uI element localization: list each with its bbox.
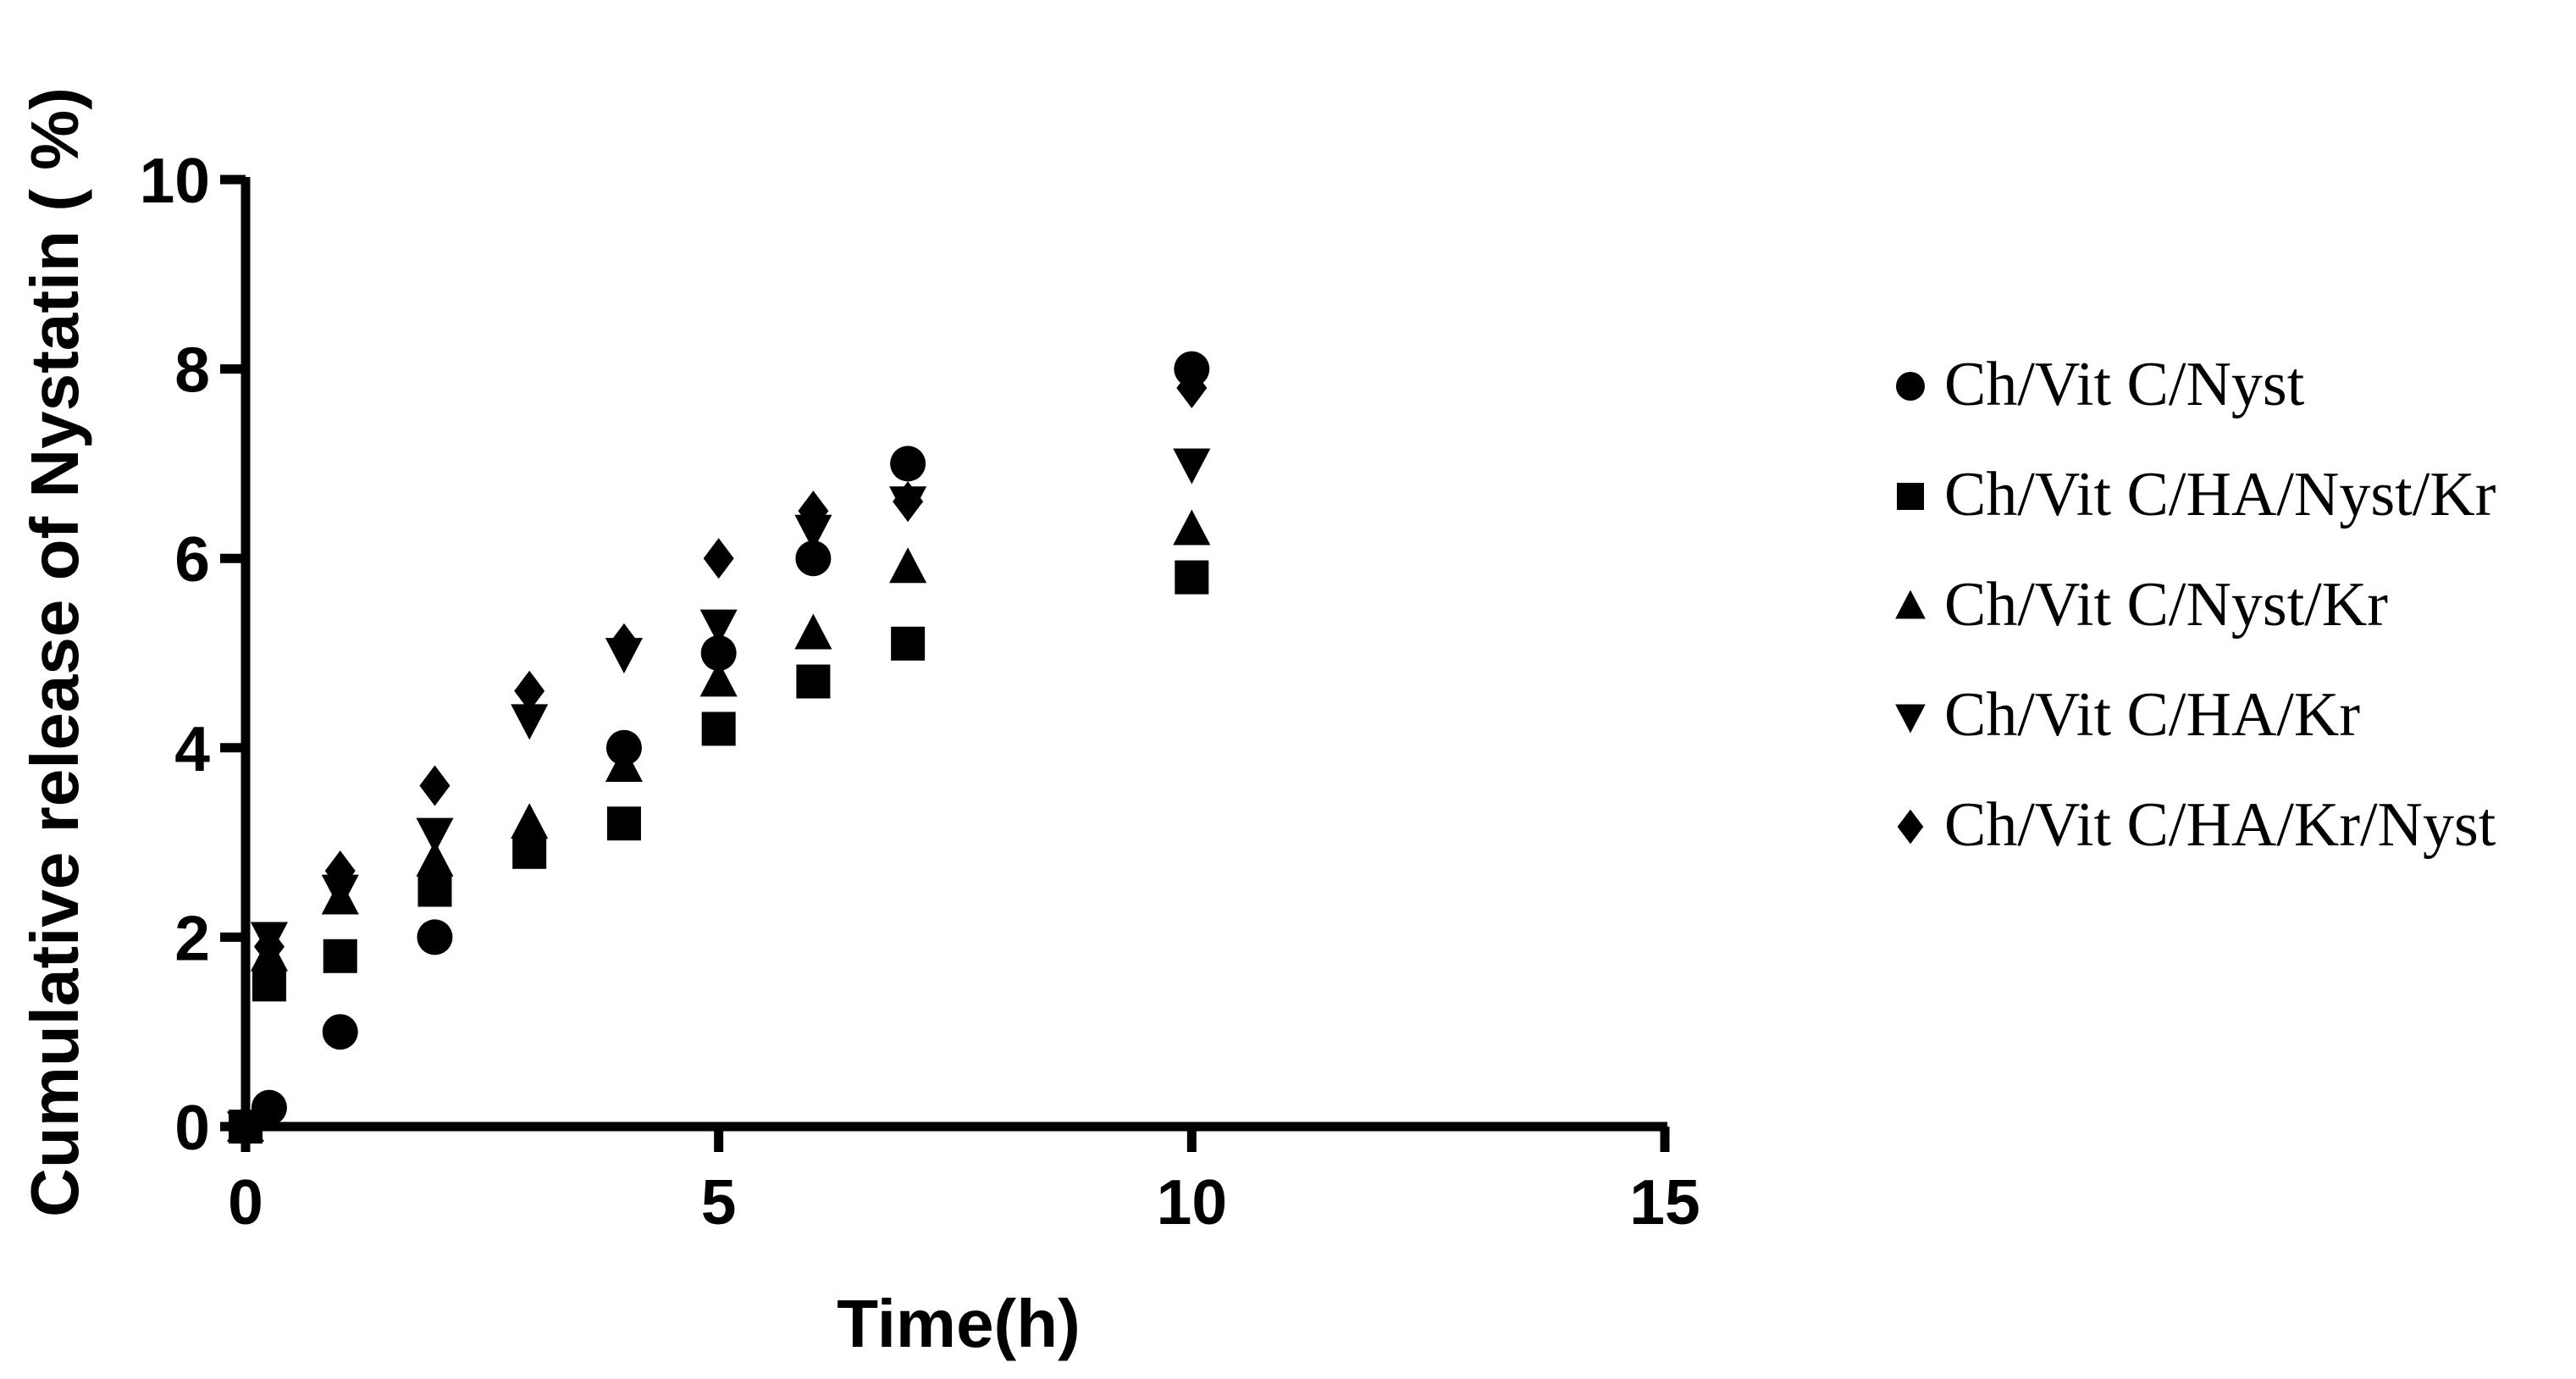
legend-entry: Ch/Vit C/Nyst	[1896, 350, 2305, 419]
legend-marker	[1897, 809, 1924, 845]
data-point	[701, 712, 736, 746]
y-axis-title: Cumulative release of Nystatin ( %)	[17, 87, 92, 1217]
data-point	[322, 1014, 358, 1050]
y-tick-label: 6	[174, 523, 210, 595]
x-tick-label: 0	[228, 1166, 263, 1238]
legend-entry: Ch/Vit C/HA/Kr	[1895, 680, 2360, 750]
data-point	[321, 874, 359, 911]
data-point	[700, 635, 737, 671]
legend-entry: Ch/Vit C/HA/Nyst/Kr	[1897, 460, 2496, 529]
data-point	[794, 613, 832, 650]
legend-label: Ch/Vit C/HA/Kr	[1944, 680, 2360, 750]
legend-label: Ch/Vit C/HA/Kr/Nyst	[1944, 790, 2496, 860]
series-Ch/Vit C/HA/Kr/Nyst	[230, 367, 1208, 1147]
data-point	[323, 939, 357, 973]
legend-entry: Ch/Vit C/HA/Kr/Nyst	[1897, 790, 2496, 860]
legend-label: Ch/Vit C/Nyst/Kr	[1944, 570, 2388, 640]
x-tick-label: 15	[1629, 1166, 1700, 1238]
data-point	[417, 919, 453, 955]
x-tick-label: 5	[701, 1166, 737, 1238]
data-point	[416, 840, 454, 877]
data-point	[889, 547, 927, 584]
series-Ch/Vit C/Nyst	[228, 351, 1210, 1144]
data-point	[416, 817, 454, 854]
data-point	[605, 746, 643, 783]
legend-label: Ch/Vit C/Nyst	[1944, 350, 2305, 419]
data-point	[419, 765, 451, 806]
data-point	[795, 540, 832, 577]
x-axis-title: Time(h)	[837, 1286, 1080, 1361]
data-point	[608, 623, 639, 664]
data-point	[1176, 367, 1208, 408]
legend-marker	[1895, 590, 1926, 619]
series-Ch/Vit C/Nyst/Kr	[226, 509, 1211, 1142]
data-point	[699, 609, 738, 645]
y-tick-label: 10	[140, 145, 210, 216]
legend-marker	[1897, 483, 1924, 510]
data-point	[794, 514, 832, 551]
legend-entry: Ch/Vit C/Nyst/Kr	[1895, 570, 2388, 640]
data-point	[512, 834, 547, 869]
data-markers	[226, 351, 1211, 1148]
data-point	[1175, 560, 1209, 595]
data-point	[514, 670, 545, 712]
data-point	[252, 967, 286, 1002]
data-point	[511, 803, 549, 839]
data-point	[230, 1106, 261, 1147]
data-point	[890, 446, 926, 482]
legend-marker	[1895, 704, 1926, 734]
y-tick-label: 4	[174, 713, 210, 784]
data-point	[253, 926, 285, 967]
legend-label: Ch/Vit C/HA/Nyst/Kr	[1944, 460, 2496, 529]
data-point	[798, 490, 829, 532]
data-point	[1173, 509, 1211, 546]
data-point	[703, 538, 734, 579]
data-point	[893, 481, 924, 523]
legend-marker	[1896, 372, 1925, 401]
y-tick-label: 0	[174, 1092, 210, 1163]
y-tick-label: 2	[174, 902, 210, 973]
x-tick-label: 10	[1157, 1166, 1227, 1238]
data-point	[796, 664, 831, 699]
data-point	[511, 704, 549, 740]
data-point	[1173, 448, 1211, 485]
data-point	[324, 850, 356, 892]
axes: 0 5 10 15 0 2 4 6 8 10	[140, 145, 1700, 1238]
legend: Ch/Vit C/Nyst Ch/Vit C/HA/Nyst/Kr Ch/Vit C…	[1895, 350, 2496, 860]
data-point	[891, 626, 926, 661]
y-tick-label: 8	[174, 335, 210, 406]
data-point	[699, 661, 738, 697]
data-point	[417, 872, 452, 907]
data-point	[606, 806, 641, 841]
